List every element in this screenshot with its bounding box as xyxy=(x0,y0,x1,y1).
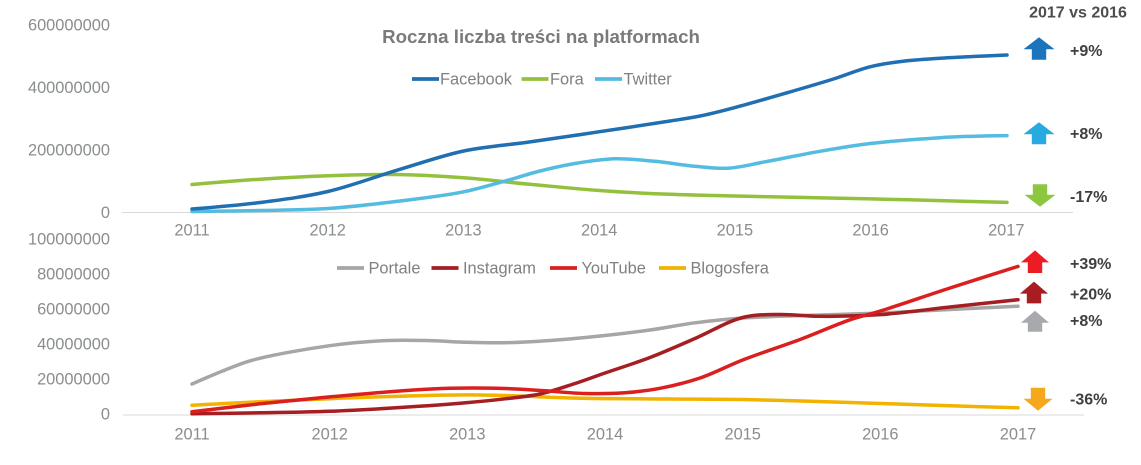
svg-text:80000000: 80000000 xyxy=(37,266,110,284)
svg-text:2017 vs 2016: 2017 vs 2016 xyxy=(1029,5,1127,22)
svg-text:40000000: 40000000 xyxy=(37,336,110,354)
svg-text:2013: 2013 xyxy=(445,222,481,240)
svg-text:600000000: 600000000 xyxy=(28,17,110,35)
svg-text:2015: 2015 xyxy=(717,222,753,240)
svg-text:0: 0 xyxy=(101,406,110,424)
svg-text:-36%: -36% xyxy=(1070,391,1107,408)
svg-text:2017: 2017 xyxy=(988,222,1024,240)
svg-text:2012: 2012 xyxy=(309,222,345,240)
svg-text:+8%: +8% xyxy=(1070,126,1102,143)
svg-text:YouTube: YouTube xyxy=(582,260,646,278)
svg-text:2017: 2017 xyxy=(1000,426,1036,444)
svg-text:Blogosfera: Blogosfera xyxy=(691,260,770,278)
svg-text:2011: 2011 xyxy=(174,222,209,240)
svg-text:-17%: -17% xyxy=(1070,189,1107,206)
svg-text:Facebook: Facebook xyxy=(440,71,513,89)
svg-text:+39%: +39% xyxy=(1070,256,1111,273)
svg-text:Roczna liczba treści na platfo: Roczna liczba treści na platformach xyxy=(382,26,700,47)
svg-text:+20%: +20% xyxy=(1070,286,1111,303)
svg-text:2013: 2013 xyxy=(449,426,485,444)
svg-text:2016: 2016 xyxy=(852,222,888,240)
svg-text:2014: 2014 xyxy=(581,222,617,240)
svg-text:+9%: +9% xyxy=(1070,43,1102,60)
svg-text:Fora: Fora xyxy=(550,71,585,89)
svg-text:2015: 2015 xyxy=(724,426,760,444)
svg-text:2012: 2012 xyxy=(311,426,347,444)
svg-text:60000000: 60000000 xyxy=(37,301,110,319)
svg-text:Instagram: Instagram xyxy=(463,260,536,278)
svg-text:2014: 2014 xyxy=(587,426,623,444)
svg-text:+8%: +8% xyxy=(1070,313,1102,330)
svg-text:2011: 2011 xyxy=(174,426,209,444)
svg-text:Twitter: Twitter xyxy=(624,71,673,89)
svg-text:200000000: 200000000 xyxy=(28,142,110,160)
svg-text:100000000: 100000000 xyxy=(28,231,110,249)
svg-text:Portale: Portale xyxy=(369,260,421,278)
svg-text:20000000: 20000000 xyxy=(37,371,110,389)
svg-text:0: 0 xyxy=(101,204,110,222)
svg-text:400000000: 400000000 xyxy=(28,79,110,97)
svg-text:2016: 2016 xyxy=(862,426,898,444)
